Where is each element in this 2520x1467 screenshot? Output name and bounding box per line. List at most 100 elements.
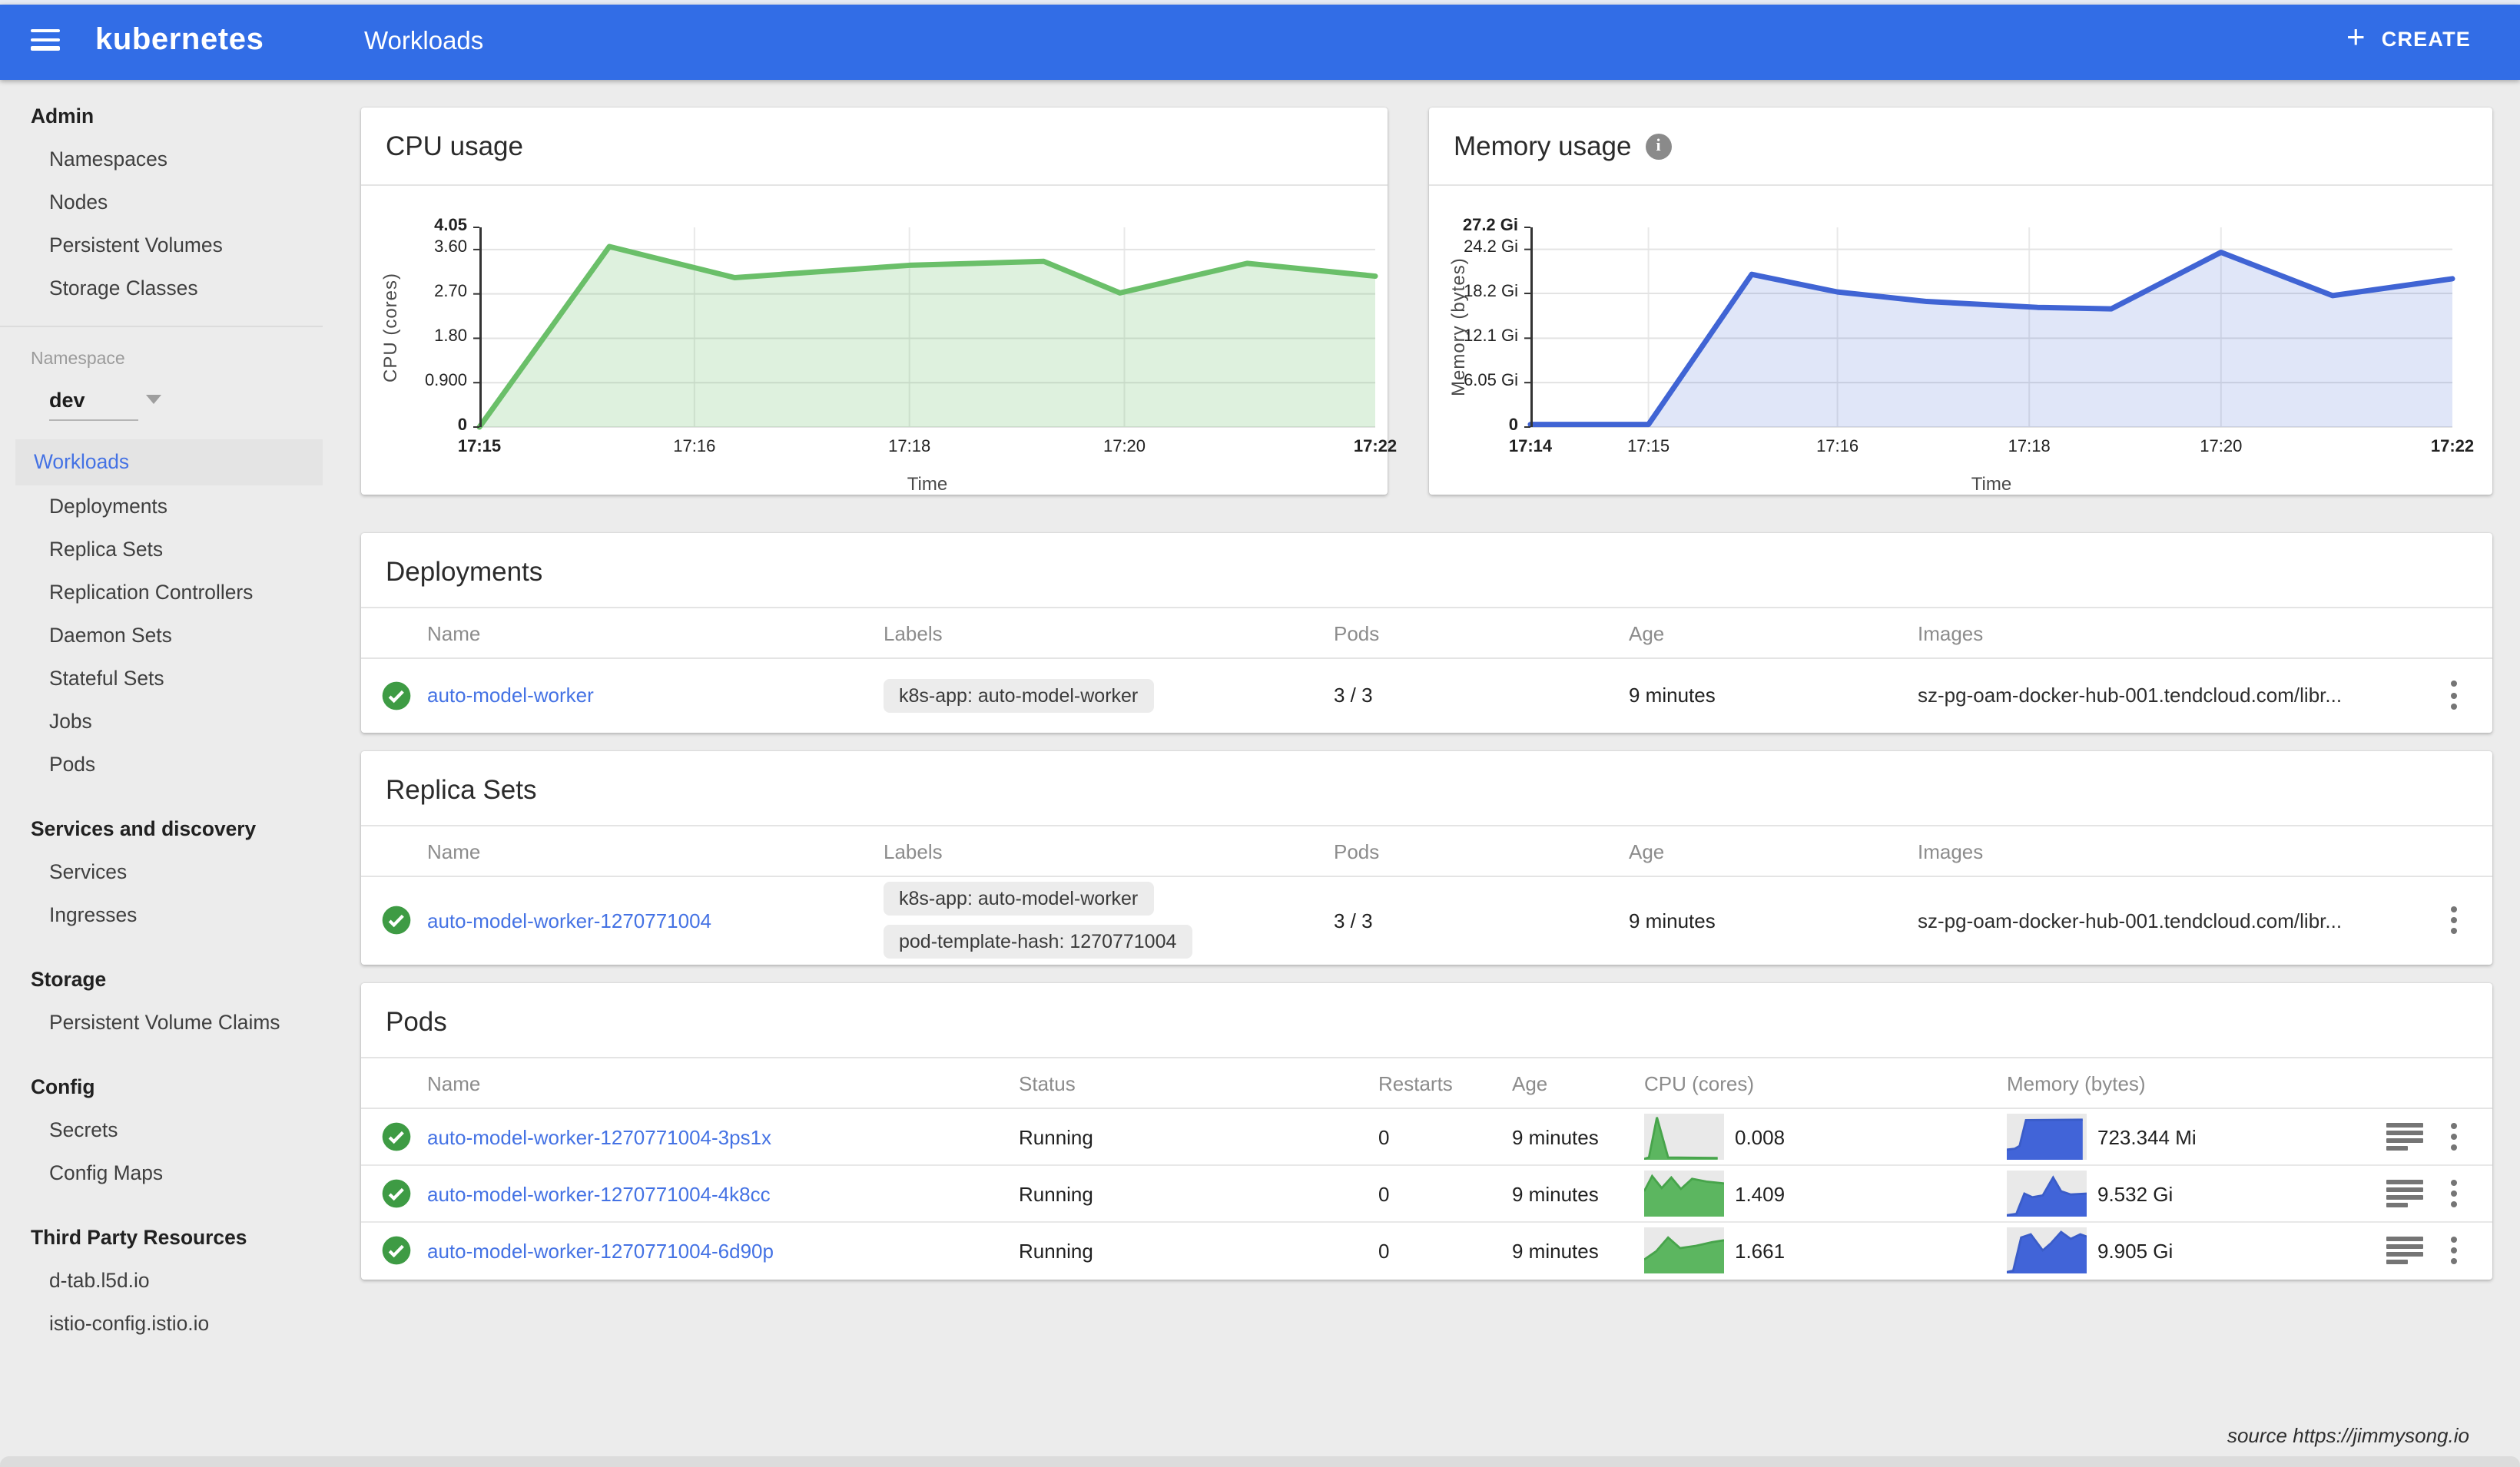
- kebab-menu-icon[interactable]: [2446, 1232, 2462, 1270]
- cpu-usage-plot: [473, 227, 1378, 430]
- sidebar-item-replica-sets[interactable]: Replica Sets: [49, 538, 164, 561]
- menu-icon[interactable]: [31, 29, 60, 52]
- pod-name-link[interactable]: auto-model-worker-1270771004-4k8cc: [427, 1182, 771, 1205]
- sidebar-item-workloads[interactable]: Workloads: [15, 439, 323, 485]
- axis-tick-label: 17:20: [2200, 438, 2243, 456]
- namespace-select[interactable]: dev: [0, 379, 323, 419]
- window-edge: [0, 0, 2520, 5]
- axis-tick-label: 27.2 Gi: [1462, 217, 1518, 235]
- pod-name-link[interactable]: auto-model-worker-1270771004-6d90p: [427, 1239, 774, 1262]
- replica-sets-title: Replica Sets: [386, 774, 537, 805]
- page-title: Workloads: [364, 28, 484, 55]
- axis-tick-label: 12.1 Gi: [1464, 327, 1518, 346]
- pods-title: Pods: [386, 1006, 447, 1037]
- kebab-menu-icon[interactable]: [2446, 1175, 2462, 1213]
- pod-status: Running: [1019, 1182, 1093, 1205]
- memory-value: 723.344 Mi: [2097, 1125, 2197, 1148]
- sidebar-item-istio-config-istio-io[interactable]: istio-config.istio.io: [49, 1312, 210, 1335]
- logs-icon[interactable]: [2386, 1122, 2423, 1151]
- sidebar-item-namespaces[interactable]: Namespaces: [49, 147, 167, 171]
- info-icon[interactable]: i: [1645, 133, 1672, 159]
- col-header-labels: Labels: [884, 621, 943, 644]
- sidebar-item-persistent-volumes[interactable]: Persistent Volumes: [49, 233, 223, 257]
- check-circle-icon: [361, 680, 427, 710]
- axis-tick-label: 17:14: [1508, 438, 1553, 456]
- namespace-select-underline: [49, 419, 138, 421]
- memory-sparkline: [2007, 1114, 2087, 1160]
- cpu-sparkline: [1644, 1114, 1724, 1160]
- col-header-name: Name: [427, 839, 481, 863]
- sidebar-section-storage: Storage: [31, 968, 107, 991]
- axis-tick-label: 17:16: [1816, 438, 1859, 456]
- plus-icon: +: [2346, 20, 2366, 55]
- sidebar-item-deployments[interactable]: Deployments: [49, 495, 167, 518]
- axis-tick-label: 2.70: [434, 283, 467, 302]
- sidebar-item-services[interactable]: Services: [49, 860, 128, 883]
- logs-icon[interactable]: [2386, 1236, 2423, 1265]
- table-row: auto-model-worker-1270771004-3ps1x Runni…: [361, 1109, 2492, 1164]
- source-attribution: source https://jimmysong.io: [2227, 1424, 2469, 1447]
- sidebar-item-secrets[interactable]: Secrets: [49, 1118, 118, 1141]
- table-row: auto-model-worker-1270771004-6d90p Runni…: [361, 1221, 2492, 1278]
- pod-restarts: 0: [1378, 1239, 1390, 1262]
- sidebar-item-daemon-sets[interactable]: Daemon Sets: [49, 624, 172, 647]
- chevron-down-icon: [146, 395, 162, 404]
- kebab-menu-icon[interactable]: [2446, 677, 2462, 714]
- memory-usage-chart: 0 6.05 Gi 12.1 Gi 18.2 Gi 24.2 Gi 27.2 Gi 17:1…: [1429, 186, 2492, 495]
- sidebar-item-stateful-sets[interactable]: Stateful Sets: [49, 667, 164, 690]
- col-header-restarts: Restarts: [1378, 1071, 1453, 1094]
- cpu-value: 1.409: [1735, 1182, 1786, 1205]
- deployment-name-link[interactable]: auto-model-worker: [427, 684, 594, 707]
- sidebar-item-pods[interactable]: Pods: [49, 753, 96, 776]
- namespace-label: Namespace: [31, 350, 125, 369]
- sidebar-item-config-maps[interactable]: Config Maps: [49, 1161, 164, 1184]
- kebab-menu-icon[interactable]: [2446, 1118, 2462, 1156]
- cpu-usage-chart: 0 0.900 1.80 2.70 3.60 4.05 17:15 17:16 17:18 17:…: [361, 186, 1397, 495]
- memory-value: 9.532 Gi: [2097, 1182, 2174, 1205]
- pod-name-link[interactable]: auto-model-worker-1270771004-3ps1x: [427, 1125, 772, 1148]
- y-axis-label: Memory (bytes): [1447, 257, 1469, 397]
- table-row: auto-model-worker k8s-app: auto-model-wo…: [361, 659, 2492, 731]
- table-row: auto-model-worker-1270771004 k8s-app: au…: [361, 877, 2492, 963]
- cpu-sparkline: [1644, 1227, 1724, 1273]
- check-circle-icon: [361, 1235, 427, 1266]
- memory-sparkline: [2007, 1227, 2087, 1273]
- y-axis-label: CPU (cores): [380, 272, 401, 382]
- app-logo[interactable]: kubernetes: [95, 23, 264, 57]
- col-header-images: Images: [1918, 621, 1984, 644]
- sidebar-item-nodes[interactable]: Nodes: [49, 190, 108, 214]
- axis-tick-label: 17:15: [457, 438, 502, 456]
- axis-tick-label: 17:18: [888, 438, 931, 456]
- pods-count: 3 / 3: [1334, 684, 1373, 707]
- axis-tick-label: 17:22: [2430, 438, 2475, 456]
- images-value: sz-pg-oam-docker-hub-001.tendcloud.com/l…: [1918, 684, 2343, 707]
- deployments-title: Deployments: [386, 556, 543, 587]
- sidebar-item-replication-controllers[interactable]: Replication Controllers: [49, 581, 254, 604]
- horizontal-scrollbar[interactable]: [0, 1456, 2520, 1467]
- col-header-name: Name: [427, 621, 481, 644]
- cpu-value: 1.661: [1735, 1239, 1786, 1262]
- replica-set-name-link[interactable]: auto-model-worker-1270771004: [427, 909, 712, 932]
- kebab-menu-icon[interactable]: [2446, 902, 2462, 939]
- memory-usage-title: Memory usage: [1454, 130, 1632, 161]
- pod-status: Running: [1019, 1125, 1093, 1148]
- label-chip: k8s-app: auto-model-worker: [884, 678, 1154, 712]
- sidebar-item-persistent-volume-claims[interactable]: Persistent Volume Claims: [49, 1011, 280, 1034]
- age-value: 9 minutes: [1512, 1182, 1599, 1205]
- sidebar-item-dtab-l5d-io[interactable]: d-tab.l5d.io: [49, 1269, 150, 1292]
- x-axis-label: Time: [1971, 473, 2012, 495]
- col-header-pods: Pods: [1334, 621, 1380, 644]
- app-header: kubernetes Workloads + CREATE: [0, 5, 2520, 80]
- sidebar-item-storage-classes[interactable]: Storage Classes: [49, 277, 198, 300]
- sidebar-section-services-discovery: Services and discovery: [31, 817, 257, 840]
- sidebar-item-jobs[interactable]: Jobs: [49, 710, 92, 733]
- sidebar-item-ingresses[interactable]: Ingresses: [49, 903, 138, 926]
- usage-charts-row: CPU usage 0 0.900 1.80 2.70 3.60 4.05 17:15 17:…: [361, 108, 2492, 495]
- logs-icon[interactable]: [2386, 1179, 2423, 1208]
- axis-tick-label: 4.05: [434, 217, 467, 235]
- axis-tick-label: 0: [1508, 416, 1518, 435]
- axis-tick-label: 17:18: [2008, 438, 2051, 456]
- create-button[interactable]: + CREATE: [2337, 20, 2480, 55]
- axis-tick-label: 1.80: [434, 327, 467, 346]
